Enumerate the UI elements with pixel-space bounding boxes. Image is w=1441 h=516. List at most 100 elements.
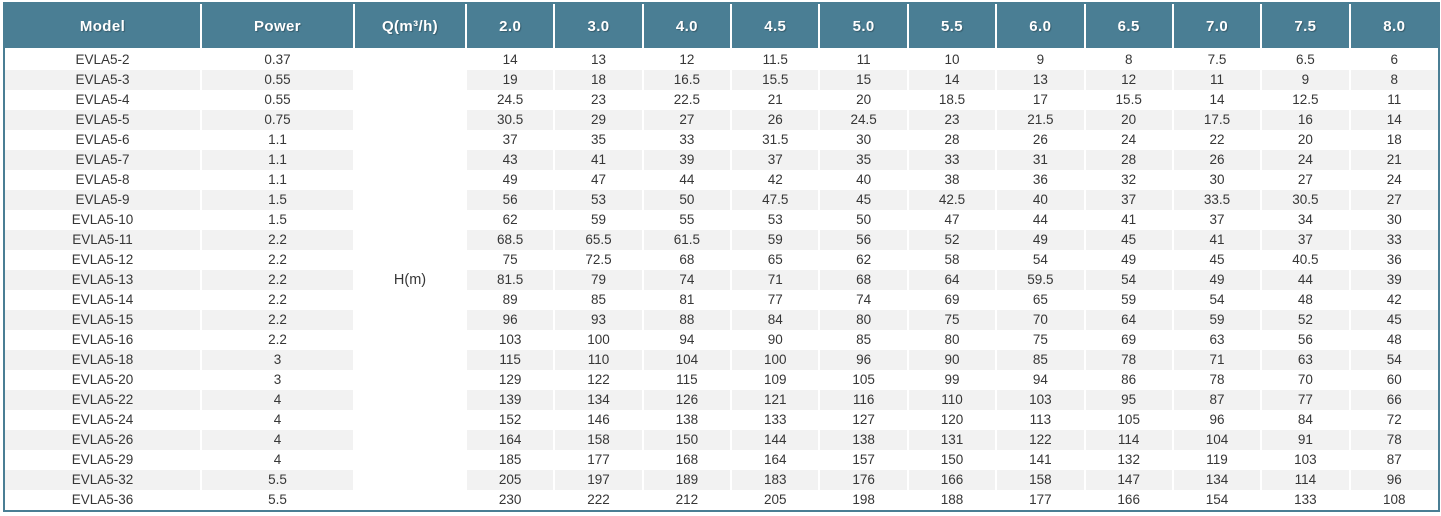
head-value-cell: 6: [1390, 52, 1399, 67]
head-value-cell: 41: [554, 150, 644, 170]
head-value-cell: 40: [996, 190, 1086, 210]
head-value-cell: 30.5: [1261, 190, 1351, 210]
table-body: EVLA5-2 0.37 H(m) 14 13 12 11.5 11 10 9 8 7.5 6.5 6 EV…: [5, 49, 1438, 510]
head-value-cell: 78: [1084, 350, 1174, 370]
model-cell: EVLA5-29: [5, 450, 202, 470]
power-cell: 1.5: [201, 190, 355, 210]
head-value-cell: 70: [996, 310, 1086, 330]
head-value-cell: 11: [1387, 92, 1402, 107]
head-value-cell: 49: [996, 230, 1086, 250]
head-value-cell: 152: [466, 410, 556, 430]
model-cell: EVLA5-10: [5, 210, 202, 230]
head-value-cell: 113: [996, 410, 1086, 430]
head-value-cell: 129: [466, 370, 556, 390]
head-value-cell: 21: [731, 90, 821, 110]
head-value-cell: 60: [1386, 372, 1402, 387]
head-value-cell: 18.5: [907, 90, 998, 110]
head-value-cell: 95: [1084, 390, 1174, 410]
head-value-cell: 90: [731, 330, 821, 350]
head-value-cell: 115: [466, 350, 556, 370]
head-value-cell: 40.5: [1261, 250, 1351, 270]
head-value-cell: 41: [1172, 230, 1263, 250]
table-row: EVLA5-13 2.2 81.5 79 74 71 68 64 59.5 54 49 44 39: [5, 270, 1438, 290]
head-value-cell: 154: [1172, 490, 1263, 510]
head-value-cell: 75: [466, 250, 556, 270]
head-value-cell: 11: [819, 49, 909, 70]
head-value-cell: 36: [996, 170, 1086, 190]
head-value-cell: 33: [1349, 230, 1438, 250]
head-value-cell: 38: [907, 170, 998, 190]
head-value-cell: 10: [907, 49, 998, 70]
head-value-cell: 100: [731, 350, 821, 370]
head-value-cell: 80: [907, 330, 998, 350]
head-value-cell: 13: [554, 49, 644, 70]
head-value-cell: 103: [466, 330, 556, 350]
head-value-cell: 105: [819, 370, 909, 390]
head-value-cell: 22.5: [642, 90, 733, 110]
head-value-cell: 14: [907, 70, 998, 90]
model-cell: EVLA5-16: [5, 330, 202, 350]
head-value-cell: 35: [554, 130, 644, 150]
model-cell: EVLA5-11: [5, 230, 202, 250]
pump-spec-table: Model Power Q(m³/h) 2.0 3.0 4.0 4.5 5.0 5.5 6.0 6.…: [5, 4, 1438, 510]
head-value-cell: 39: [642, 150, 733, 170]
column-header-6.5: 6.5: [1084, 4, 1174, 50]
head-value-cell: 88: [642, 310, 733, 330]
head-value-cell: 15.5: [731, 70, 821, 90]
head-value-cell: 33: [642, 130, 733, 150]
table-row: EVLA5-22 4 139 134 126 121 116 110 103 95 87 77 66: [5, 390, 1438, 410]
head-value-cell: 166: [1084, 490, 1174, 510]
head-value-cell: 39: [1349, 270, 1438, 290]
head-value-cell: 72.5: [554, 250, 644, 270]
head-value-cell: 99: [907, 370, 998, 390]
head-value-cell: 158: [996, 470, 1086, 490]
head-value-cell: 36: [1386, 252, 1402, 267]
head-value-cell: 16.5: [642, 70, 733, 90]
column-header-q-m-h-: Q(m³/h): [354, 4, 467, 50]
head-value-cell: 63: [1261, 350, 1351, 370]
head-value-cell: 110: [907, 390, 998, 410]
head-value-cell: 120: [907, 410, 998, 430]
head-unit-merged-cell: H(m): [354, 49, 467, 510]
head-value-cell: 20: [1261, 130, 1351, 150]
head-value-cell: 26: [731, 110, 821, 130]
table-row: EVLA5-36 5.5 230 222 212 205 198 188 177 166 154 13…: [5, 490, 1438, 510]
head-value-cell: 21.5: [996, 110, 1086, 130]
head-value-cell: 134: [554, 390, 644, 410]
head-value-cell: 56: [466, 190, 556, 210]
head-value-cell: 68: [642, 250, 733, 270]
head-value-cell: 185: [466, 450, 556, 470]
head-value-cell: 12: [642, 49, 733, 70]
head-value-cell: 48: [1386, 332, 1402, 347]
head-value-cell: 22: [1172, 130, 1263, 150]
head-value-cell: 30.5: [466, 110, 556, 130]
head-value-cell: 65.5: [554, 230, 644, 250]
power-cell: 2.2: [201, 230, 355, 250]
power-cell: 0.55: [201, 90, 355, 110]
model-cell: EVLA5-36: [5, 490, 202, 510]
head-value-cell: 17: [996, 90, 1086, 110]
model-cell: EVLA5-12: [5, 250, 202, 270]
head-value-cell: 122: [996, 430, 1086, 450]
head-value-cell: 37: [1084, 190, 1174, 210]
table-row: EVLA5-8 1.1 49 47 44 42 40 38 36 32 30 27 24: [5, 170, 1438, 190]
head-value-cell: 43: [466, 150, 556, 170]
head-value-cell: 52: [1261, 310, 1351, 330]
power-cell: 4: [201, 390, 355, 410]
power-cell: 2.2: [201, 250, 355, 270]
head-value-cell: 17.5: [1172, 110, 1263, 130]
head-value-cell: 49: [1172, 270, 1263, 290]
head-value-cell: 7.5: [1172, 49, 1263, 70]
table-row: EVLA5-5 0.75 30.5 29 27 26 24.5 23 21.5 20 17.5 16 1…: [5, 110, 1438, 130]
head-value-cell: 122: [554, 370, 644, 390]
head-value-cell: 50: [819, 210, 909, 230]
column-header-7.0: 7.0: [1172, 4, 1263, 50]
head-value-cell: 41: [1084, 210, 1174, 230]
head-value-cell: 116: [819, 390, 909, 410]
power-cell: 1.5: [201, 210, 355, 230]
head-value-cell: 65: [731, 250, 821, 270]
head-value-cell: 44: [1261, 270, 1351, 290]
head-value-cell: 59: [1172, 310, 1263, 330]
head-value-cell: 59: [554, 210, 644, 230]
model-cell: EVLA5-7: [5, 150, 202, 170]
